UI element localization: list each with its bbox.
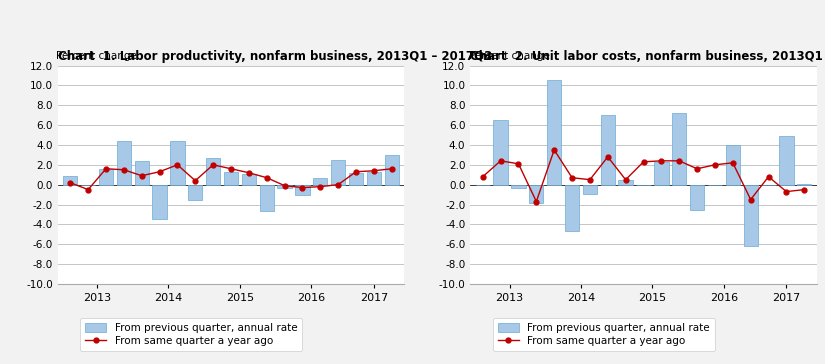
Bar xyxy=(367,172,381,185)
Text: Chart  1. Labor productivity, nonfarm business, 2013Q1 – 2017Q3: Chart 1. Labor productivity, nonfarm bus… xyxy=(58,50,492,63)
Bar xyxy=(116,141,131,185)
Bar xyxy=(743,185,758,246)
Bar xyxy=(188,185,202,199)
Text: Percent change: Percent change xyxy=(469,51,549,61)
Bar xyxy=(619,180,633,185)
Bar xyxy=(601,115,615,185)
Bar xyxy=(512,185,526,187)
Bar xyxy=(565,185,579,231)
Bar xyxy=(493,120,507,185)
Bar xyxy=(529,185,544,202)
Bar xyxy=(134,161,148,185)
Bar xyxy=(349,173,363,185)
Bar xyxy=(260,185,274,211)
Text: Chart  2. Unit labor costs, nonfarm business, 2013Q1 – 2017Q3: Chart 2. Unit labor costs, nonfarm busin… xyxy=(470,50,825,63)
Bar xyxy=(672,113,686,185)
Legend: From previous quarter, annual rate, From same quarter a year ago: From previous quarter, annual rate, From… xyxy=(80,317,303,351)
Bar xyxy=(99,169,113,185)
Text: Percent change: Percent change xyxy=(56,51,137,61)
Legend: From previous quarter, annual rate, From same quarter a year ago: From previous quarter, annual rate, From… xyxy=(493,317,715,351)
Bar xyxy=(797,184,812,185)
Bar xyxy=(547,80,561,185)
Bar xyxy=(384,155,399,185)
Bar xyxy=(582,185,597,194)
Bar xyxy=(153,185,167,219)
Bar xyxy=(206,158,220,185)
Bar xyxy=(63,176,78,185)
Bar xyxy=(780,136,794,185)
Bar xyxy=(295,185,309,195)
Bar xyxy=(314,178,328,185)
Bar xyxy=(224,172,238,185)
Bar xyxy=(331,160,346,185)
Bar xyxy=(654,162,668,185)
Bar xyxy=(726,145,740,185)
Bar xyxy=(690,185,705,210)
Bar xyxy=(277,185,292,187)
Bar xyxy=(242,174,256,185)
Bar xyxy=(170,141,185,185)
